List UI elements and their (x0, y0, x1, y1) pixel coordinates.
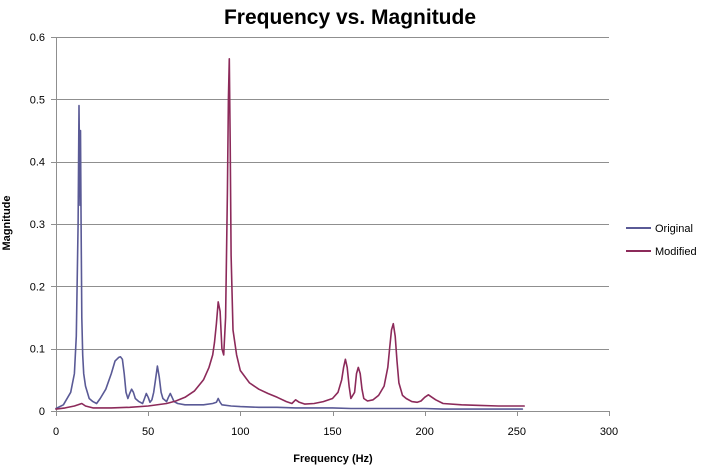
legend: Original Modified (626, 223, 697, 258)
legend-label-modified: Modified (655, 246, 697, 258)
y-tick-label: 0 (39, 406, 45, 418)
y-tick-label: 0.6 (30, 32, 45, 44)
y-tick-label: 0.4 (30, 157, 45, 169)
axes: 0 0.1 0.2 0.3 0.4 0.5 0.6 0 50 100 150 200 250 300 (30, 32, 618, 438)
x-tick-label: 100 (231, 426, 249, 438)
chart-title: Frequency vs. Magnitude (224, 6, 476, 29)
x-axis-label: Frequency (Hz) (293, 453, 373, 465)
x-tick-label: 300 (600, 426, 618, 438)
y-axis-label: Magnitude (1, 196, 13, 251)
x-tick-label: 150 (323, 426, 341, 438)
y-tick-label: 0.2 (30, 281, 45, 293)
series-lines (55, 58, 525, 410)
y-tick-label: 0.1 (30, 344, 45, 356)
legend-label-original: Original (655, 223, 693, 235)
y-tick-label: 0.3 (30, 219, 45, 231)
x-tick-label: 0 (53, 426, 59, 438)
gridlines (56, 37, 609, 350)
x-tick-label: 250 (508, 426, 526, 438)
y-tick-label: 0.5 (30, 94, 45, 106)
series-line-original (55, 104, 524, 410)
x-tick-label: 200 (415, 426, 433, 438)
series-line-modified (55, 58, 525, 410)
x-tick-label: 50 (142, 426, 154, 438)
